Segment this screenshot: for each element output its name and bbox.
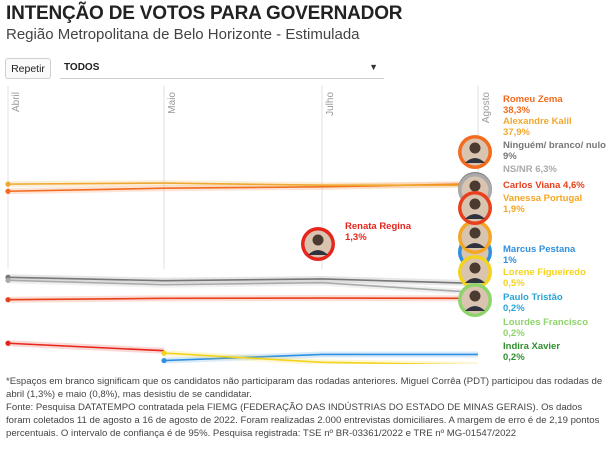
avatar-head [312, 234, 324, 246]
avatar-body [308, 250, 328, 255]
avatar-head [469, 290, 481, 302]
series-start-point [5, 188, 11, 194]
series-line [163, 352, 467, 364]
x-tick-label: Julho [325, 92, 336, 116]
candidate-avatars [301, 135, 492, 317]
series-start-point [161, 357, 167, 364]
series-line [7, 276, 479, 285]
avatar-head [469, 142, 481, 154]
series-lines [5, 180, 479, 364]
series-start-point [5, 340, 11, 346]
candidate-filter-select[interactable]: TODOS ▼ [60, 58, 384, 79]
avatar-head [469, 180, 481, 192]
series-start-point [5, 277, 11, 283]
x-tick-label: Agosto [481, 92, 492, 124]
avatar-body [465, 243, 485, 248]
x-tick-label: Abril [11, 92, 22, 112]
avatar-body [465, 306, 485, 311]
avatar-body [465, 158, 485, 163]
footnote: *Espaços em branco significam que os can… [6, 375, 606, 440]
x-tick-label: Maio [167, 92, 178, 114]
series-start-point [5, 181, 11, 187]
series-line [163, 353, 478, 362]
avatar-head [469, 227, 481, 239]
chart-title: INTENÇÃO DE VOTOS PARA GOVERNADOR [6, 3, 403, 24]
avatar-body [465, 214, 485, 219]
repeat-button[interactable]: Repetir [5, 58, 51, 79]
footnote-source: Fonte: Pesquisa DATATEMPO contratada pel… [6, 402, 600, 439]
series-line [7, 342, 165, 352]
avatar-head [469, 198, 481, 210]
chevron-down-icon: ▼ [369, 62, 378, 72]
footnote-note: *Espaços em branco significam que os can… [6, 376, 603, 400]
grid: Abril Maio Julho Agosto [7, 86, 492, 269]
candidate-filter-value: TODOS [64, 62, 100, 73]
line-chart: Abril Maio Julho Agosto [5, 86, 492, 364]
series-start-point [161, 350, 167, 356]
avatar-body [465, 278, 485, 283]
series-start-point [5, 297, 11, 303]
series-line [7, 297, 479, 301]
series-line [7, 279, 479, 294]
avatar-head [469, 262, 481, 274]
series-line [7, 182, 478, 186]
chart-subtitle: Região Metropolitana de Belo Horizonte -… [6, 26, 360, 43]
